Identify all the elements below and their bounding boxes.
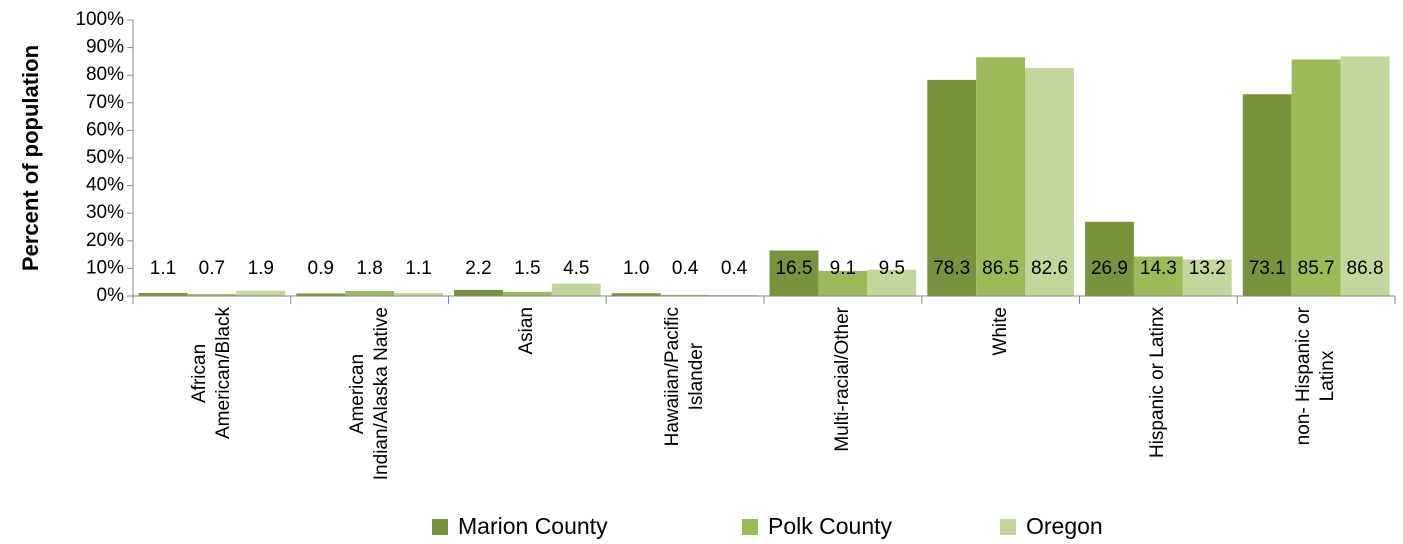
bar xyxy=(138,292,188,296)
data-label: 0.4 xyxy=(721,258,748,279)
data-label: 9.1 xyxy=(830,258,856,279)
y-tick-label: 20% xyxy=(86,230,124,251)
y-tick-label: 40% xyxy=(86,175,124,196)
bar xyxy=(296,293,346,296)
bar xyxy=(1133,256,1183,296)
bar xyxy=(927,79,977,296)
legend-swatch xyxy=(742,519,758,535)
bar xyxy=(454,289,503,296)
legend-label: Oregon xyxy=(1026,513,1103,539)
y-tick-label: 90% xyxy=(86,37,124,58)
x-tick-label: Asian xyxy=(516,307,538,355)
bar xyxy=(867,269,917,296)
data-label: 9.5 xyxy=(879,258,905,279)
data-label: 4.5 xyxy=(563,258,589,279)
data-label: 26.9 xyxy=(1091,258,1128,279)
bar xyxy=(611,293,661,296)
data-label: 0.9 xyxy=(308,258,334,279)
y-tick-label: 80% xyxy=(86,64,124,85)
bar xyxy=(1025,68,1074,296)
data-label: 1.1 xyxy=(150,258,176,279)
x-tick-label: Multi-racial/Other xyxy=(831,307,853,452)
data-label: 1.1 xyxy=(405,258,431,279)
bar xyxy=(502,291,552,296)
data-label: 85.7 xyxy=(1298,258,1335,279)
bar xyxy=(1242,94,1292,296)
bar xyxy=(660,294,710,296)
data-label: 86.8 xyxy=(1347,258,1384,279)
x-tick-label: Hawaiian/Pacific Islander xyxy=(662,307,708,447)
x-tick-label: non- Hispanic or Latinx xyxy=(1293,307,1339,446)
bar xyxy=(345,291,395,296)
data-label: 1.0 xyxy=(623,258,649,279)
data-label: 73.1 xyxy=(1249,258,1286,279)
y-tick-label: 0% xyxy=(97,285,125,306)
data-label: 82.6 xyxy=(1031,258,1068,279)
x-tick-label: Hispanic or Latinx xyxy=(1147,307,1169,459)
y-tick-label: 70% xyxy=(86,92,124,113)
bar xyxy=(236,290,286,296)
data-label: 16.5 xyxy=(775,258,812,279)
legend-swatch xyxy=(1000,519,1016,535)
bar xyxy=(551,283,601,296)
bar xyxy=(818,270,868,296)
bar xyxy=(1182,259,1232,296)
x-tick-label: African American/Black xyxy=(188,307,234,439)
data-label: 2.2 xyxy=(465,258,491,279)
legend-label: Polk County xyxy=(768,513,893,539)
data-label: 1.8 xyxy=(356,258,382,279)
y-tick-label: 50% xyxy=(86,147,124,168)
bar xyxy=(769,250,819,296)
data-label: 78.3 xyxy=(933,258,970,279)
data-label: 1.9 xyxy=(248,258,274,279)
y-tick-label: 100% xyxy=(75,9,124,30)
x-tick-label: American Indian/Alaska Native xyxy=(346,307,392,481)
bar xyxy=(976,57,1026,297)
data-label: 0.4 xyxy=(672,258,699,279)
data-label: 0.7 xyxy=(199,258,225,279)
bar xyxy=(709,294,759,296)
data-label: 1.5 xyxy=(514,258,540,279)
bar xyxy=(1340,56,1390,296)
x-tick-label: White xyxy=(989,307,1011,356)
bar xyxy=(1085,221,1134,296)
bar xyxy=(394,292,443,296)
y-tick-label: 30% xyxy=(86,202,124,223)
y-axis-label: Percent of population xyxy=(18,45,43,271)
data-label: 86.5 xyxy=(982,258,1019,279)
y-tick-label: 60% xyxy=(86,119,124,140)
y-tick-label: 10% xyxy=(86,257,124,278)
legend-label: Marion County xyxy=(458,513,608,539)
legend-swatch xyxy=(432,519,448,535)
data-label: 13.2 xyxy=(1189,258,1226,279)
bar xyxy=(187,294,237,296)
bar xyxy=(1291,59,1341,296)
data-label: 14.3 xyxy=(1140,258,1177,279)
